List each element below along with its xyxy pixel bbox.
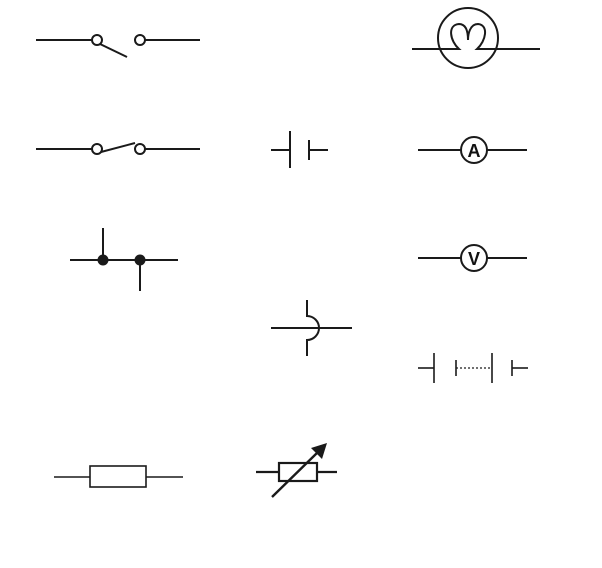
ammeter-icon — [418, 136, 527, 164]
junction-icon — [70, 228, 178, 291]
resistor-icon — [54, 465, 183, 488]
voltmeter-icon — [418, 244, 527, 272]
voltmeter-letter: V — [468, 249, 480, 269]
battery-icon — [418, 353, 528, 383]
lamp-icon — [412, 7, 540, 69]
closed-switch-icon — [36, 142, 200, 155]
cell-icon — [271, 131, 328, 168]
open-switch-icon — [36, 34, 200, 58]
variable-resistor-icon — [256, 443, 337, 498]
crossover-icon — [271, 300, 352, 356]
ammeter-letter: A — [468, 141, 481, 161]
